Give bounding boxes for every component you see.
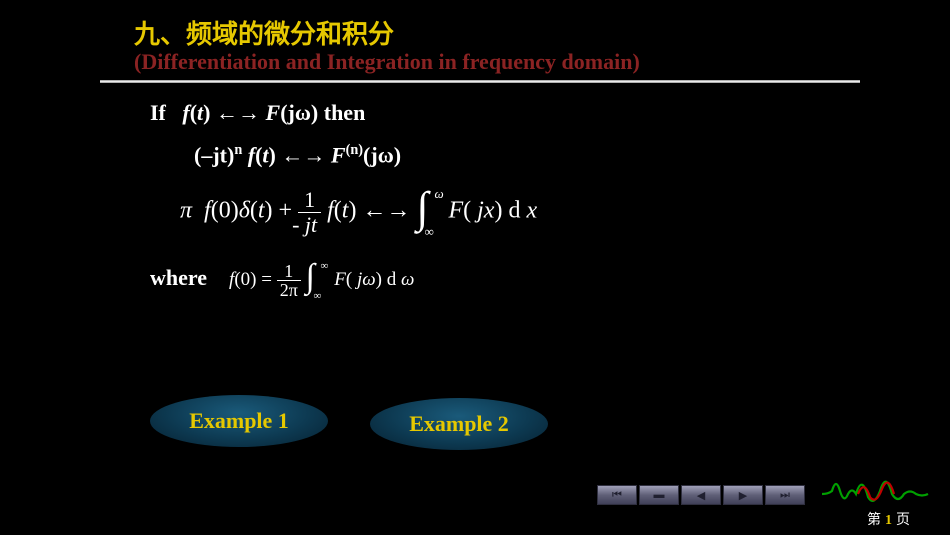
then-label: then: [324, 100, 366, 125]
upper-limit: ∞: [321, 260, 329, 272]
function-f: f: [182, 100, 189, 125]
lower-limit: ∞: [314, 290, 322, 302]
biarrow: ←→: [281, 142, 331, 167]
theorem-premise: If f(t) ←→ F(jω) then: [150, 100, 850, 126]
close-paren: ): [269, 142, 276, 167]
jx: jx: [471, 198, 494, 224]
nav-next-button[interactable]: ▶: [723, 485, 763, 505]
integration-rule: π f(0)δ(t) + 1 - jt f(t) ←→ ∫ ω ∞ F( jx)…: [180, 186, 850, 238]
f-zero-arg: (0): [234, 269, 256, 290]
delta: δ: [239, 198, 250, 224]
nav-last-button[interactable]: ⏭: [765, 485, 805, 505]
dx-d: d: [502, 198, 526, 224]
open-paren: (: [334, 198, 342, 224]
nav-first-button[interactable]: ⏮: [597, 485, 637, 505]
where-label: where: [150, 265, 207, 290]
F-arg: (jω): [280, 100, 318, 125]
function-F: F: [331, 142, 346, 167]
delta-open: (: [250, 198, 258, 224]
fraction-one-over-jt: 1 - jt: [298, 188, 321, 237]
jw: jω: [352, 269, 375, 290]
open-paren: (: [190, 100, 197, 125]
f-zero: f: [204, 198, 211, 224]
denominator: 2π: [277, 280, 301, 299]
page-number: 1: [885, 513, 892, 528]
nav-spacer: ▬: [639, 485, 679, 505]
function-f: f: [248, 142, 255, 167]
function-F: F: [266, 100, 281, 125]
function-f: f: [327, 198, 334, 224]
delta-t: t: [258, 198, 265, 224]
function-F: F: [334, 269, 346, 290]
F-order-n: (n): [346, 142, 363, 158]
f-zero-arg: (0): [211, 198, 239, 224]
if-label: If: [150, 100, 166, 125]
pi: π: [180, 198, 192, 224]
example-1-button[interactable]: Example 1: [150, 395, 328, 447]
F-open: (: [463, 198, 471, 224]
upper-limit: ω: [434, 186, 443, 202]
page-prefix: 第: [867, 513, 881, 528]
nav-bar: ⏮ ▬ ◀ ▶ ⏭: [597, 485, 805, 505]
where-definition: where f(0) = 1 2π ∫ ∞ ∞ F( jω) d ω: [150, 260, 850, 300]
numerator: 1: [277, 262, 301, 280]
numerator: 1: [298, 188, 321, 212]
waveform-decoration-icon: [820, 469, 930, 509]
fraction-one-over-2pi: 1 2π: [277, 262, 301, 299]
slide-content: If f(t) ←→ F(jω) then (–jt)n f(t) ←→ F(n…: [150, 100, 850, 300]
F-arg: (jω): [363, 142, 401, 167]
lower-limit: ∞: [424, 224, 433, 240]
biarrow: ←→: [216, 100, 266, 125]
integral-symbol: ∫ ω ∞: [416, 186, 442, 238]
neg-jt: (–jt): [194, 142, 234, 167]
integral-symbol: ∫ ∞ ∞: [306, 260, 330, 300]
equals: =: [261, 269, 276, 290]
example-2-button[interactable]: Example 2: [370, 398, 548, 450]
dx-x: x: [526, 198, 537, 224]
function-F: F: [448, 198, 463, 224]
close-paren: ): [348, 198, 356, 224]
title-underline: [100, 80, 860, 83]
differentiation-rule: (–jt)n f(t) ←→ F(n)(jω): [194, 142, 850, 168]
title-chinese: 九、频域的微分和积分: [134, 14, 394, 51]
page-indicator: 第1页: [867, 509, 910, 529]
page-suffix: 页: [896, 513, 910, 528]
jt: jt: [299, 212, 317, 237]
dw-w: ω: [401, 269, 414, 290]
dw-d: d: [382, 269, 401, 290]
denominator: - jt: [298, 212, 321, 237]
close-paren: ): [203, 100, 210, 125]
nav-prev-button[interactable]: ◀: [681, 485, 721, 505]
exponent-n: n: [234, 142, 242, 158]
biarrow: ←→: [362, 198, 416, 224]
title-english: (Differentiation and Integration in freq…: [134, 49, 640, 75]
delta-close: ): [265, 198, 273, 224]
